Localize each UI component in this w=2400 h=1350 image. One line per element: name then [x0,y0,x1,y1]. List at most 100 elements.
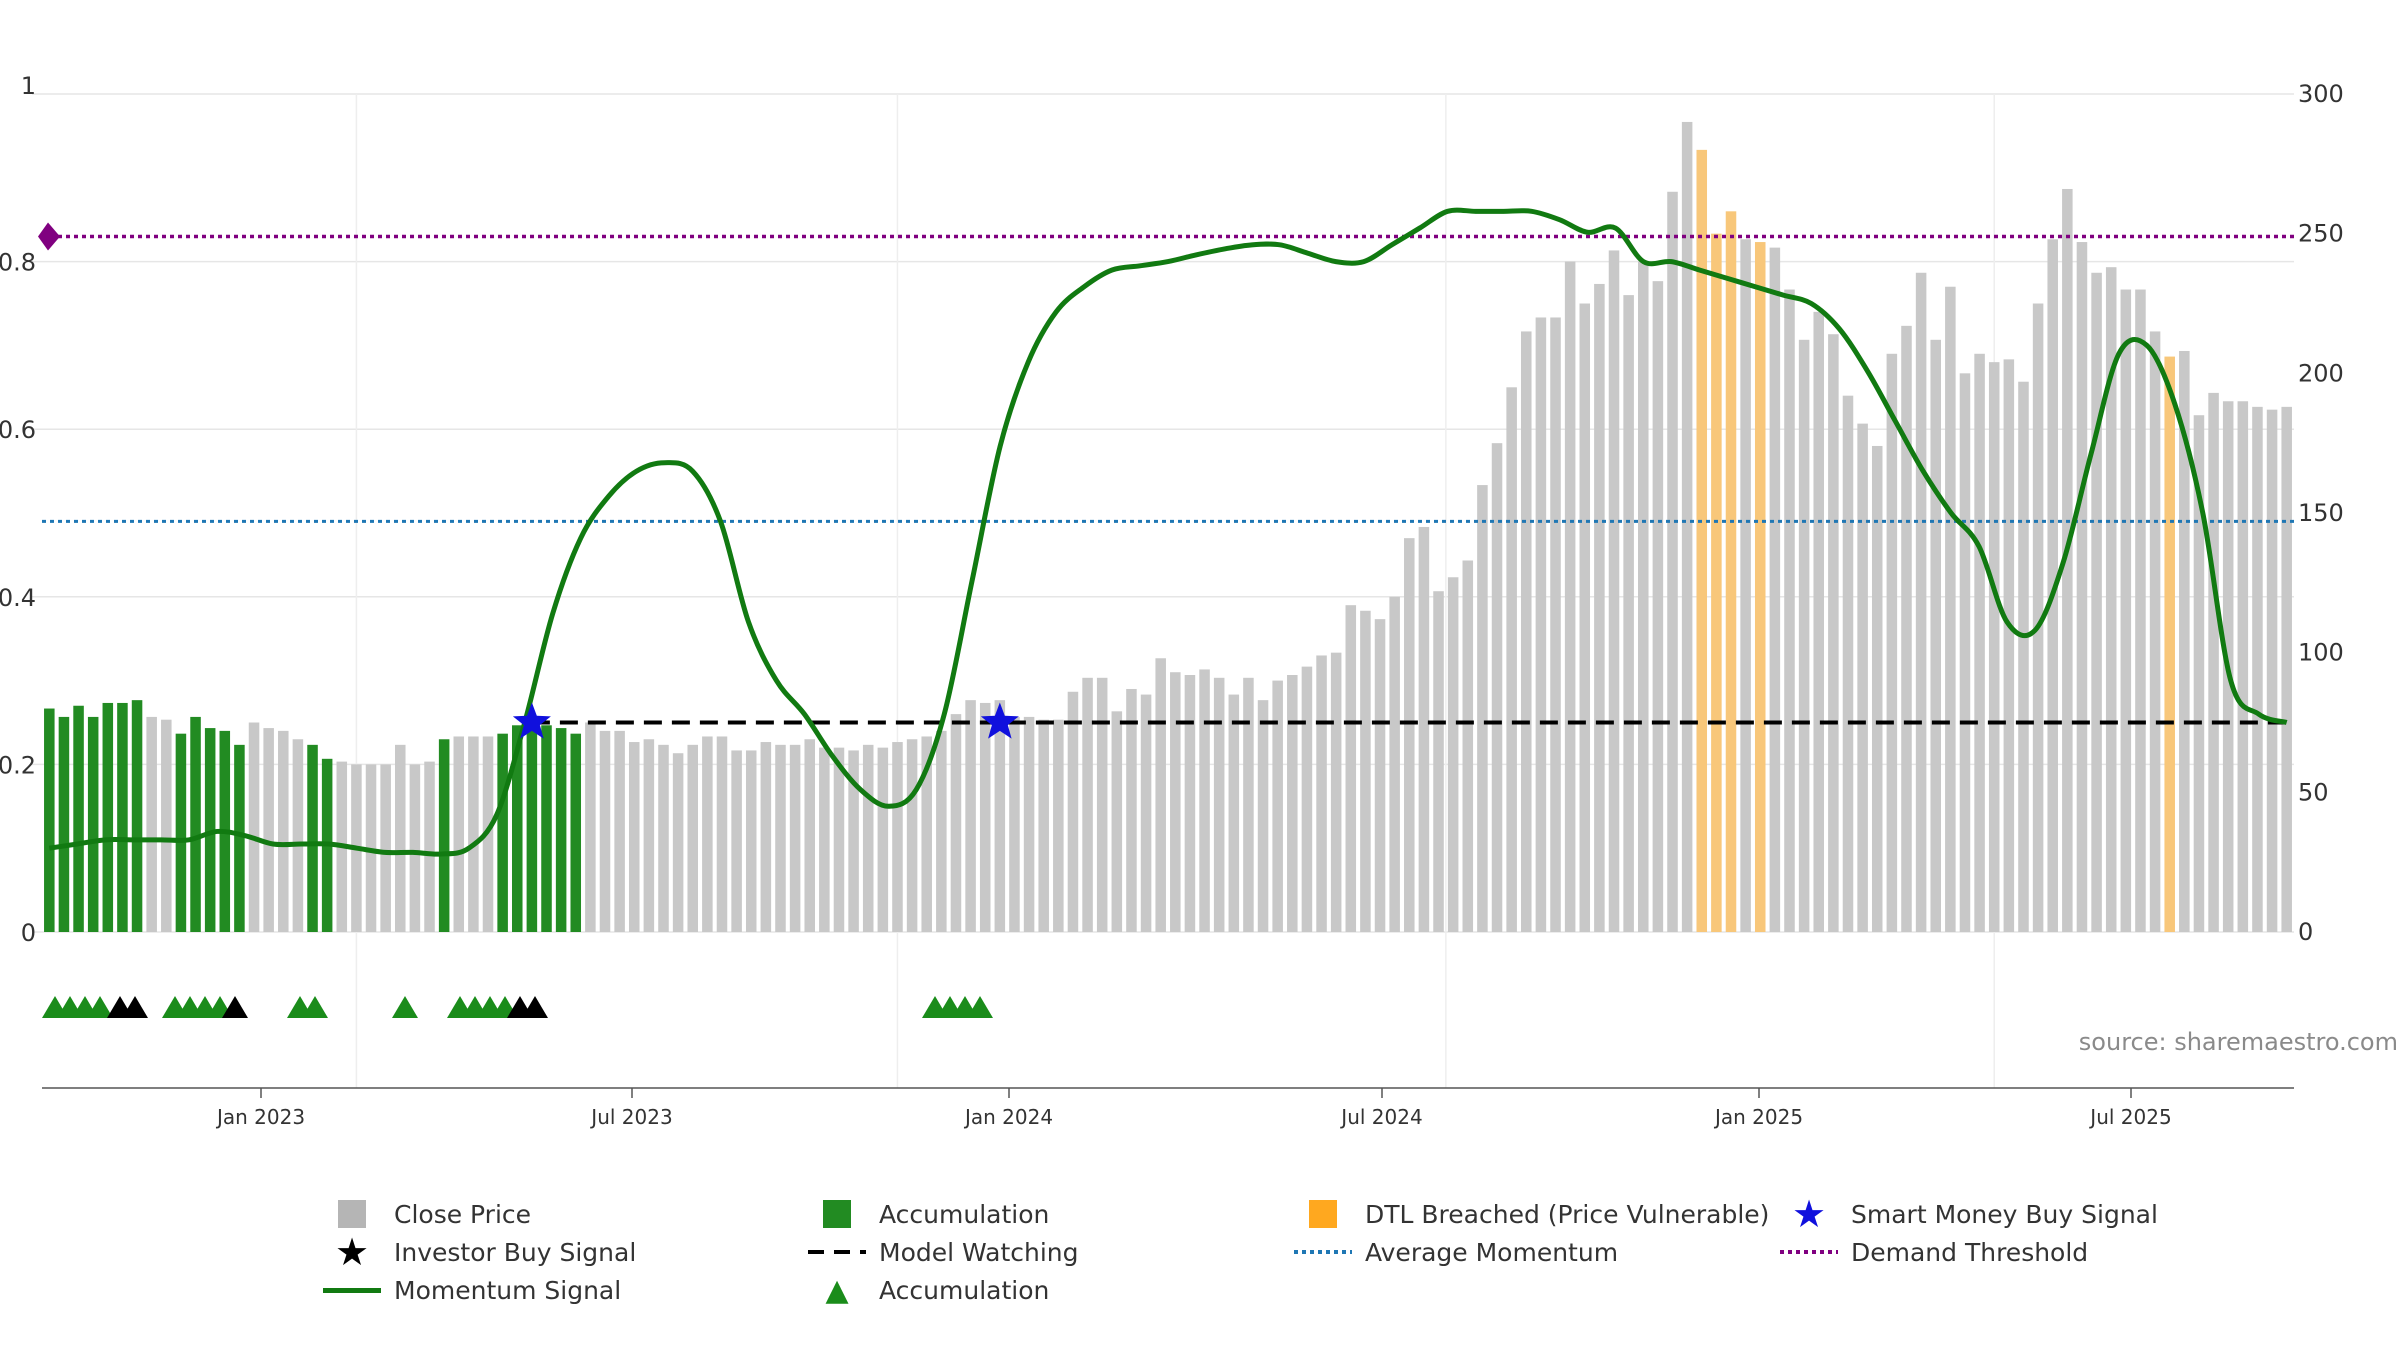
close-price-bar [1652,281,1664,932]
close-price-bar [1287,675,1298,932]
momentum-signal-layer [48,207,2288,857]
close-price-bar [1769,247,1781,933]
legend-investor-buy-label: Investor Buy Signal [394,1237,637,1267]
close-price-bar [1623,295,1634,932]
close-price-bar [862,744,874,932]
green-triangle-icon: ▲ [825,1272,849,1308]
close-price-bar [1418,526,1430,932]
accumulation-bar [190,716,201,932]
right-tick-label: 200 [2298,359,2344,387]
accumulation-bar [541,725,552,932]
legend-momentum-signal: Momentum Signal [322,1271,621,1309]
close-price-bar [1901,325,1912,932]
close-price-bar [1535,317,1547,932]
close-price-bar [2281,406,2292,932]
close-price-bar [1330,652,1342,932]
accumulation-bar [73,705,84,932]
legend-accumulation-bar-label: Accumulation [879,1199,1050,1229]
accumulation-swatch [823,1200,851,1228]
close-price-bar [2135,289,2146,932]
right-tick-label: 0 [2298,918,2313,946]
close-price-bar [1140,694,1152,932]
close-price-bar [789,744,801,932]
reference-lines [38,222,2294,725]
investor-buy-triangle [222,996,248,1018]
close-price-bar [1067,691,1079,932]
accumulation-bar [570,733,582,932]
close-price-bar [395,744,406,932]
momentum-line-swatch [323,1287,381,1293]
legend-model-watching-label: Model Watching [879,1237,1079,1267]
x-tick-label: Jul 2025 [2088,1105,2171,1129]
axes: 0 0.2 0.4 0.6 0.8 1 0 50 100 150 200 250 300 Jan 2023… [0,72,2344,1129]
close-price-bar [1170,672,1181,932]
close-price-bar [1389,596,1400,932]
accumulation-bar [58,716,70,932]
close-price-bar [1360,610,1371,932]
accumulation-triangle [392,996,418,1018]
close-price-bar [1243,677,1254,932]
legend-demand-threshold-label: Demand Threshold [1851,1237,2089,1267]
accumulation-triangle [302,996,328,1018]
close-price-bar [804,739,815,932]
legend-average-momentum: Average Momentum [1293,1233,1618,1271]
close-price-bar [1915,272,1927,933]
close-price-bar [1404,538,1415,932]
close-price-bar [1564,261,1576,933]
close-price-bar [278,730,289,932]
close-price-bar [263,728,274,932]
legend-smart-money-label: Smart Money Buy Signal [1851,1199,2158,1229]
close-price-bar [1374,619,1386,932]
smart-money-buy-star [512,702,551,739]
close-price-bar [1491,443,1503,932]
close-price-bar [2076,242,2088,933]
investor-buy-triangle [122,996,148,1018]
close-price-bar [1886,353,1898,932]
close-price-bar [745,750,757,932]
close-price-bar [1272,680,1283,932]
close-price-bar [1798,339,1810,932]
close-price-bar [1550,317,1561,932]
close-price-bar [1637,261,1649,933]
legend-dtl-label: DTL Breached (Price Vulnerable) [1365,1199,1770,1229]
close-price-bar [1082,677,1093,932]
accumulation-bar [438,739,450,932]
close-price-bar [1667,191,1678,932]
legend-average-momentum-label: Average Momentum [1365,1237,1619,1267]
close-price-bar [1521,331,1532,932]
close-price-bar [2179,350,2190,932]
close-price-bar [2105,267,2117,933]
close-price-bar [146,716,157,932]
accumulation-bar [102,702,114,932]
close-price-bar [2062,188,2073,932]
close-price-bar [1857,423,1868,932]
close-price-bar [1257,700,1269,932]
legend-close-price-label: Close Price [394,1199,532,1229]
accumulation-bar [175,733,187,932]
close-price-bar [2047,239,2058,933]
close-price-bar [2237,401,2249,932]
accumulation-bar [526,716,538,932]
close-price-bar [658,744,669,932]
right-tick-label: 250 [2298,220,2344,248]
close-price-bar [687,744,699,932]
close-price-bar [1608,250,1620,933]
demand-threshold-swatch [1780,1250,1838,1254]
legend-model-watching: Model Watching [807,1233,1079,1271]
close-price-bar [380,764,391,932]
x-tick-label: Jan 2024 [963,1105,1053,1129]
accumulation-triangle [87,996,113,1018]
price-bars [44,121,2292,933]
close-price-bar [1842,395,1854,932]
close-price-bar [1988,362,2000,932]
close-price-bar [1594,283,1605,932]
close-price-bar [848,750,859,932]
black-star-icon: ★ [334,1230,370,1274]
close-price-bar [819,747,830,932]
close-price-bar [906,739,918,932]
close-price-bar [599,730,611,932]
accumulation-bar [511,725,523,932]
legend-momentum-signal-label: Momentum Signal [394,1275,622,1305]
close-price-bar [1974,353,1985,932]
